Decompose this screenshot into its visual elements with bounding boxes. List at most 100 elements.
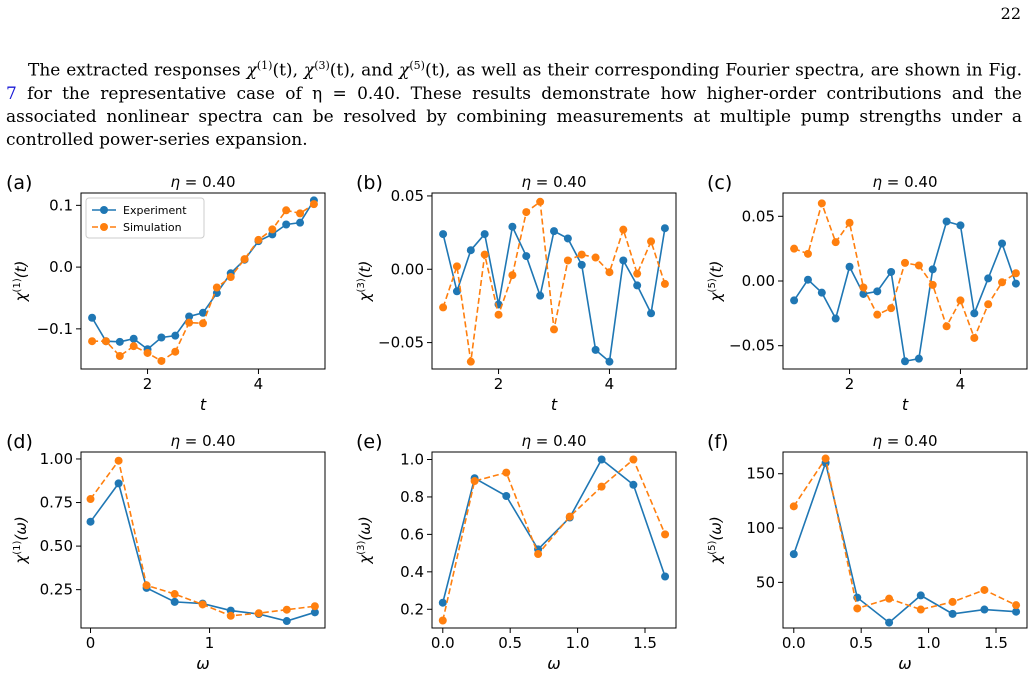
simulation-data-point [466, 357, 475, 366]
simulation-series-line [793, 200, 1017, 341]
simulation-data-point [452, 262, 461, 271]
simulation-data-point [956, 296, 965, 305]
y-tick-label: 0.00 [742, 272, 775, 290]
simulation-data-point [309, 200, 318, 209]
panel-label: (d) [6, 431, 33, 453]
x-tick-label: 2 [143, 375, 153, 393]
simulation-data-point [171, 347, 180, 356]
x-axis-label: t [902, 395, 909, 414]
simulation-data-point [948, 597, 957, 606]
experiment-data-point [885, 618, 894, 627]
simulation-data-point [817, 199, 826, 208]
simulation-data-point [597, 482, 606, 491]
panel-label: (c) [707, 172, 732, 194]
simulation-data-point [86, 495, 95, 504]
experiment-data-point [916, 591, 925, 600]
figure-reference-link[interactable]: 7 [6, 83, 17, 104]
y-tick-label: 0.25 [40, 581, 73, 599]
simulation-data-point [998, 278, 1007, 287]
experiment-series-line [793, 460, 1017, 624]
body-paragraph: The extracted responses χ(1)(t), χ(3)(t)… [6, 54, 1022, 152]
plot-frame [80, 451, 326, 629]
experiment-data-point [790, 296, 799, 305]
x-tick-label: 0 [86, 634, 96, 652]
simulation-data-point [310, 602, 319, 611]
experiment-data-point [439, 230, 448, 239]
simulation-data-point [494, 310, 503, 319]
plot-frame [431, 451, 677, 629]
experiment-data-point [647, 309, 656, 318]
experiment-data-point [438, 598, 447, 607]
paragraph-text: The extracted responses [28, 60, 247, 81]
simulation-data-point [550, 325, 558, 334]
y-tick-label: −0.05 [378, 334, 424, 352]
plot-title: η = 0.40 [521, 173, 586, 191]
simulation-data-point [88, 337, 97, 346]
panel-label: (e) [356, 431, 383, 453]
experiment-data-point [661, 572, 670, 581]
x-tick-label: 1.0 [917, 634, 941, 652]
experiment-data-point [171, 331, 180, 340]
simulation-data-point [114, 456, 123, 465]
y-axis-label: χ(5)(ω) [707, 516, 725, 564]
simulation-data-point [629, 455, 638, 464]
simulation-data-point [480, 250, 489, 259]
simulation-data-point [591, 253, 600, 262]
x-axis-label: t [200, 395, 207, 414]
experiment-data-point [1012, 607, 1021, 616]
simulation-series-line [89, 458, 315, 617]
legend-label: Simulation [123, 221, 182, 234]
x-axis-label: t [551, 395, 558, 414]
experiment-data-point [563, 234, 572, 243]
experiment-data-point [998, 239, 1007, 248]
simulation-data-point [803, 249, 812, 258]
y-tick-label: 0.6 [400, 525, 424, 543]
simulation-data-point [661, 530, 670, 539]
experiment-data-point [629, 480, 638, 489]
simulation-data-point [916, 605, 925, 614]
experiment-data-point [980, 605, 989, 614]
simulation-data-point [605, 268, 614, 277]
simulation-data-point [240, 255, 249, 264]
x-tick-label: 1.5 [984, 634, 1008, 652]
x-axis-label: ω [196, 654, 209, 673]
experiment-data-point [480, 230, 489, 239]
simulation-data-point [831, 238, 840, 247]
simulation-data-point [502, 468, 511, 477]
simulation-data-point [226, 611, 235, 620]
legend-marker [100, 223, 108, 231]
experiment-data-point [1011, 279, 1020, 288]
simulation-data-point [439, 303, 448, 312]
experiment-data-point [633, 281, 642, 290]
experiment-data-point [597, 455, 606, 464]
experiment-data-point [114, 479, 123, 488]
experiment-data-point [970, 309, 979, 318]
superscript: (5) [409, 59, 425, 72]
experiment-data-point [928, 265, 937, 274]
experiment-data-point [129, 334, 138, 343]
experiment-data-point [956, 221, 965, 230]
experiment-data-point [452, 287, 461, 296]
simulation-data-point [565, 512, 574, 521]
experiment-data-point [550, 227, 558, 236]
simulation-data-point [887, 304, 896, 313]
simulation-data-point [282, 605, 291, 614]
x-axis-label: ω [547, 654, 560, 673]
simulation-data-point [470, 477, 479, 486]
experiment-data-point [887, 267, 896, 276]
y-tick-label: 0.1 [49, 196, 73, 214]
experiment-data-point [942, 217, 951, 226]
experiment-data-point [577, 260, 586, 269]
experiment-data-point [185, 312, 194, 321]
x-tick-label: 1 [205, 634, 215, 652]
simulation-data-point [522, 208, 531, 217]
experiment-data-point [948, 609, 957, 618]
simulation-data-point [1012, 601, 1021, 610]
experiment-data-point [212, 289, 221, 298]
x-tick-label: 1.5 [633, 634, 657, 652]
simulation-data-point [226, 272, 235, 281]
experiment-data-point [522, 252, 531, 261]
chi-symbol: χ [246, 60, 257, 81]
experiment-data-point [282, 617, 291, 626]
